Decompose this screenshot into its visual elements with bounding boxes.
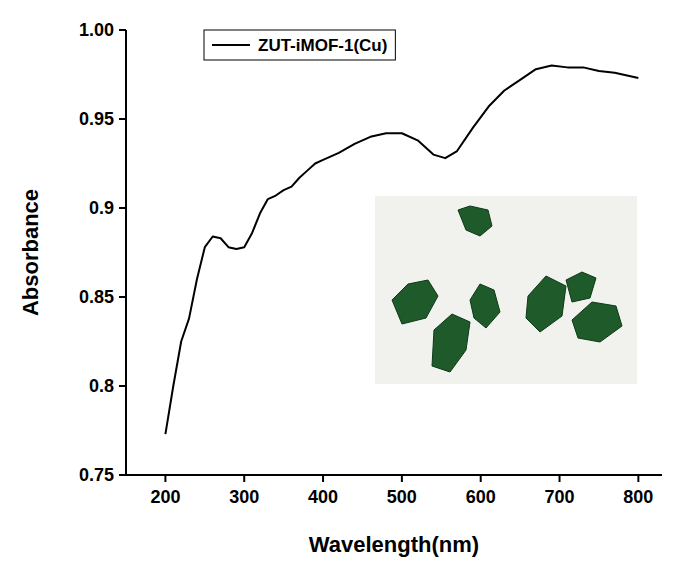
x-tick-label: 300: [229, 487, 259, 507]
y-tick: [119, 296, 126, 298]
crystal: [470, 284, 500, 328]
y-tick-label: 0.8: [89, 376, 114, 396]
y-tick: [119, 207, 126, 209]
legend-box: [204, 30, 395, 60]
x-tick-label: 500: [387, 487, 417, 507]
x-axis-title: Wavelength(nm): [309, 532, 479, 557]
x-tick-label: 700: [545, 487, 575, 507]
y-tick: [119, 118, 126, 120]
crystal: [432, 314, 470, 372]
x-tick: [401, 475, 403, 482]
y-tick-label: 0.75: [79, 465, 114, 485]
x-tick: [559, 475, 561, 482]
crystal: [392, 280, 438, 324]
x-tick: [480, 475, 482, 482]
x-tick-label: 200: [150, 487, 180, 507]
x-tick: [164, 475, 166, 482]
x-tick-label: 400: [308, 487, 338, 507]
crystal: [572, 302, 622, 342]
crystal: [566, 272, 596, 302]
x-tick: [637, 475, 639, 482]
y-tick: [119, 385, 126, 387]
y-tick-label: 1.00: [79, 20, 114, 40]
inset-photo: [375, 196, 637, 384]
y-tick-label: 0.9: [89, 198, 114, 218]
x-tick-label: 800: [623, 487, 653, 507]
x-tick: [243, 475, 245, 482]
y-axis-title: Absorbance: [18, 189, 43, 316]
plot-area: [165, 66, 638, 434]
axes: 200 300 400 500 600 700 800 0.75 0.8 0.85 0.9 0.95 1…: [79, 20, 662, 507]
y-tick: [119, 474, 126, 476]
y-tick: [119, 29, 126, 31]
crystal: [458, 206, 492, 236]
series-line: [165, 66, 638, 434]
crystal: [526, 276, 566, 332]
x-tick: [322, 475, 324, 482]
y-tick-label: 0.95: [79, 109, 114, 129]
photo-background: [375, 196, 637, 384]
y-tick-label: 0.85: [79, 287, 114, 307]
legend-label: ZUT-iMOF-1(Cu): [258, 36, 387, 55]
x-axis-line: [126, 474, 662, 476]
y-axis-line: [125, 30, 127, 475]
legend: ZUT-iMOF-1(Cu): [204, 30, 395, 60]
legend-swatch: [212, 44, 250, 46]
x-tick-label: 600: [466, 487, 496, 507]
